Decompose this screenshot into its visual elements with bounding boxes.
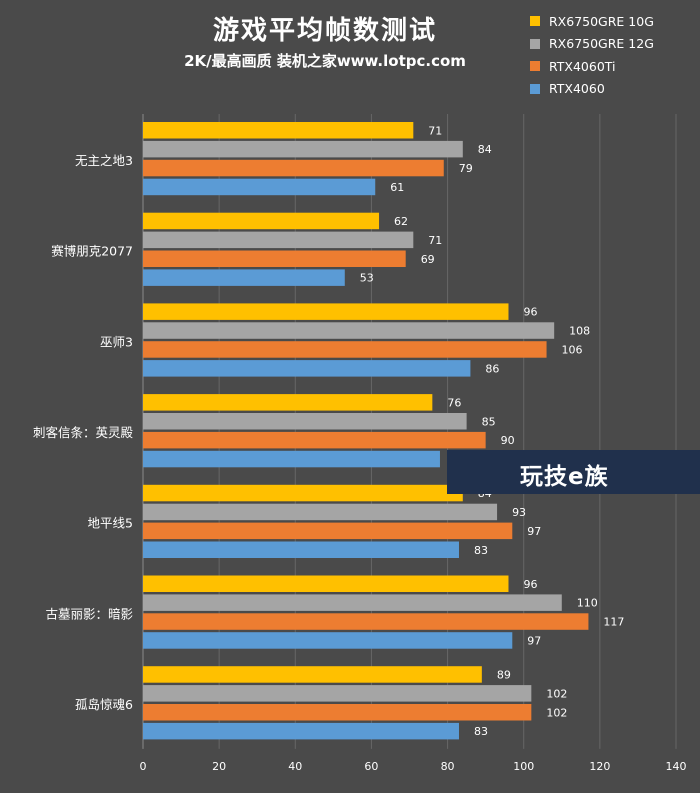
bar <box>143 685 532 702</box>
watermark-text: 玩技e族 <box>520 464 609 490</box>
value-label: 53 <box>360 272 374 285</box>
value-label: 76 <box>447 396 461 409</box>
bar <box>143 322 555 339</box>
bar <box>143 666 482 683</box>
bar <box>143 484 463 502</box>
bar <box>143 231 414 249</box>
value-label: 89 <box>497 668 511 681</box>
bar <box>143 503 498 521</box>
value-label: 79 <box>459 162 473 175</box>
value-label: 84 <box>478 143 492 156</box>
category-label: 孤岛惊魂6 <box>75 697 133 712</box>
legend-label: RTX4060 <box>549 81 605 97</box>
category-label: 无主之地3 <box>75 153 133 168</box>
bar <box>143 269 345 286</box>
legend-swatch <box>530 38 540 49</box>
value-label: 108 <box>569 325 590 338</box>
bar <box>143 250 406 267</box>
bar <box>143 341 547 358</box>
bar <box>143 212 380 230</box>
bar <box>143 122 414 139</box>
value-label: 71 <box>428 124 442 137</box>
bar <box>143 431 486 449</box>
value-label: 85 <box>482 415 496 428</box>
bar <box>143 360 471 377</box>
value-label: 90 <box>501 434 515 447</box>
bar <box>143 450 440 468</box>
value-label: 83 <box>474 725 488 738</box>
value-label: 110 <box>577 597 598 610</box>
legend: RX6750GRE 10G RX6750GRE 12G RTX4060Ti RT… <box>530 10 654 100</box>
category-label: 巫师3 <box>100 334 133 349</box>
category-label: 赛博朋克2077 <box>51 244 133 259</box>
value-label: 96 <box>523 578 537 591</box>
legend-item: RX6750GRE 10G <box>530 10 654 33</box>
legend-swatch <box>530 61 540 72</box>
x-tick-label: 140 <box>666 760 687 773</box>
value-label: 102 <box>546 706 567 719</box>
value-label: 86 <box>485 362 499 375</box>
x-tick-label: 120 <box>589 760 610 773</box>
value-label: 96 <box>523 306 537 319</box>
watermark-banner: 玩技e族 <box>447 450 700 494</box>
legend-label: RX6750GRE 10G <box>549 13 654 29</box>
bar <box>143 303 509 320</box>
bar <box>143 159 444 177</box>
legend-swatch <box>530 83 540 94</box>
x-tick-label: 20 <box>212 760 226 773</box>
value-label: 69 <box>421 253 435 266</box>
bar <box>143 632 513 649</box>
bar <box>143 575 509 592</box>
bar <box>143 413 467 430</box>
value-label: 93 <box>512 506 526 519</box>
value-label: 71 <box>428 234 442 247</box>
legend-label: RTX4060Ti <box>549 58 616 74</box>
bar <box>143 594 562 611</box>
chart-title: 游戏平均帧数测试 <box>212 16 437 46</box>
bar <box>143 613 589 630</box>
value-label: 106 <box>562 343 583 356</box>
legend-item: RX6750GRE 12G <box>530 33 654 56</box>
legend-item: RTX4060Ti <box>530 55 654 78</box>
legend-label: RX6750GRE 12G <box>549 36 654 52</box>
chart-subtitle: 2K/最高画质 装机之家www.lotpc.com <box>184 52 466 70</box>
x-tick-label: 80 <box>441 760 455 773</box>
bar <box>143 541 459 558</box>
bar <box>143 722 459 740</box>
x-tick-label: 40 <box>288 760 302 773</box>
x-tick-label: 0 <box>140 760 147 773</box>
value-label: 61 <box>390 181 404 194</box>
x-tick-label: 60 <box>364 760 378 773</box>
x-tick-label: 100 <box>513 760 534 773</box>
value-label: 102 <box>546 687 567 700</box>
value-label: 97 <box>527 634 541 647</box>
bar <box>143 704 532 721</box>
bar <box>143 178 376 196</box>
legend-swatch <box>530 16 540 27</box>
bar <box>143 140 463 158</box>
legend-item: RTX4060 <box>530 78 654 101</box>
bar <box>143 522 513 540</box>
category-label: 刺客信条：英灵殿 <box>33 425 134 440</box>
value-label: 83 <box>474 544 488 557</box>
category-label: 古墓丽影：暗影 <box>45 606 133 621</box>
value-label: 117 <box>603 616 624 629</box>
category-label: 地平线5 <box>88 516 133 531</box>
bar <box>143 394 433 411</box>
value-label: 62 <box>394 215 408 228</box>
value-label: 97 <box>527 525 541 538</box>
